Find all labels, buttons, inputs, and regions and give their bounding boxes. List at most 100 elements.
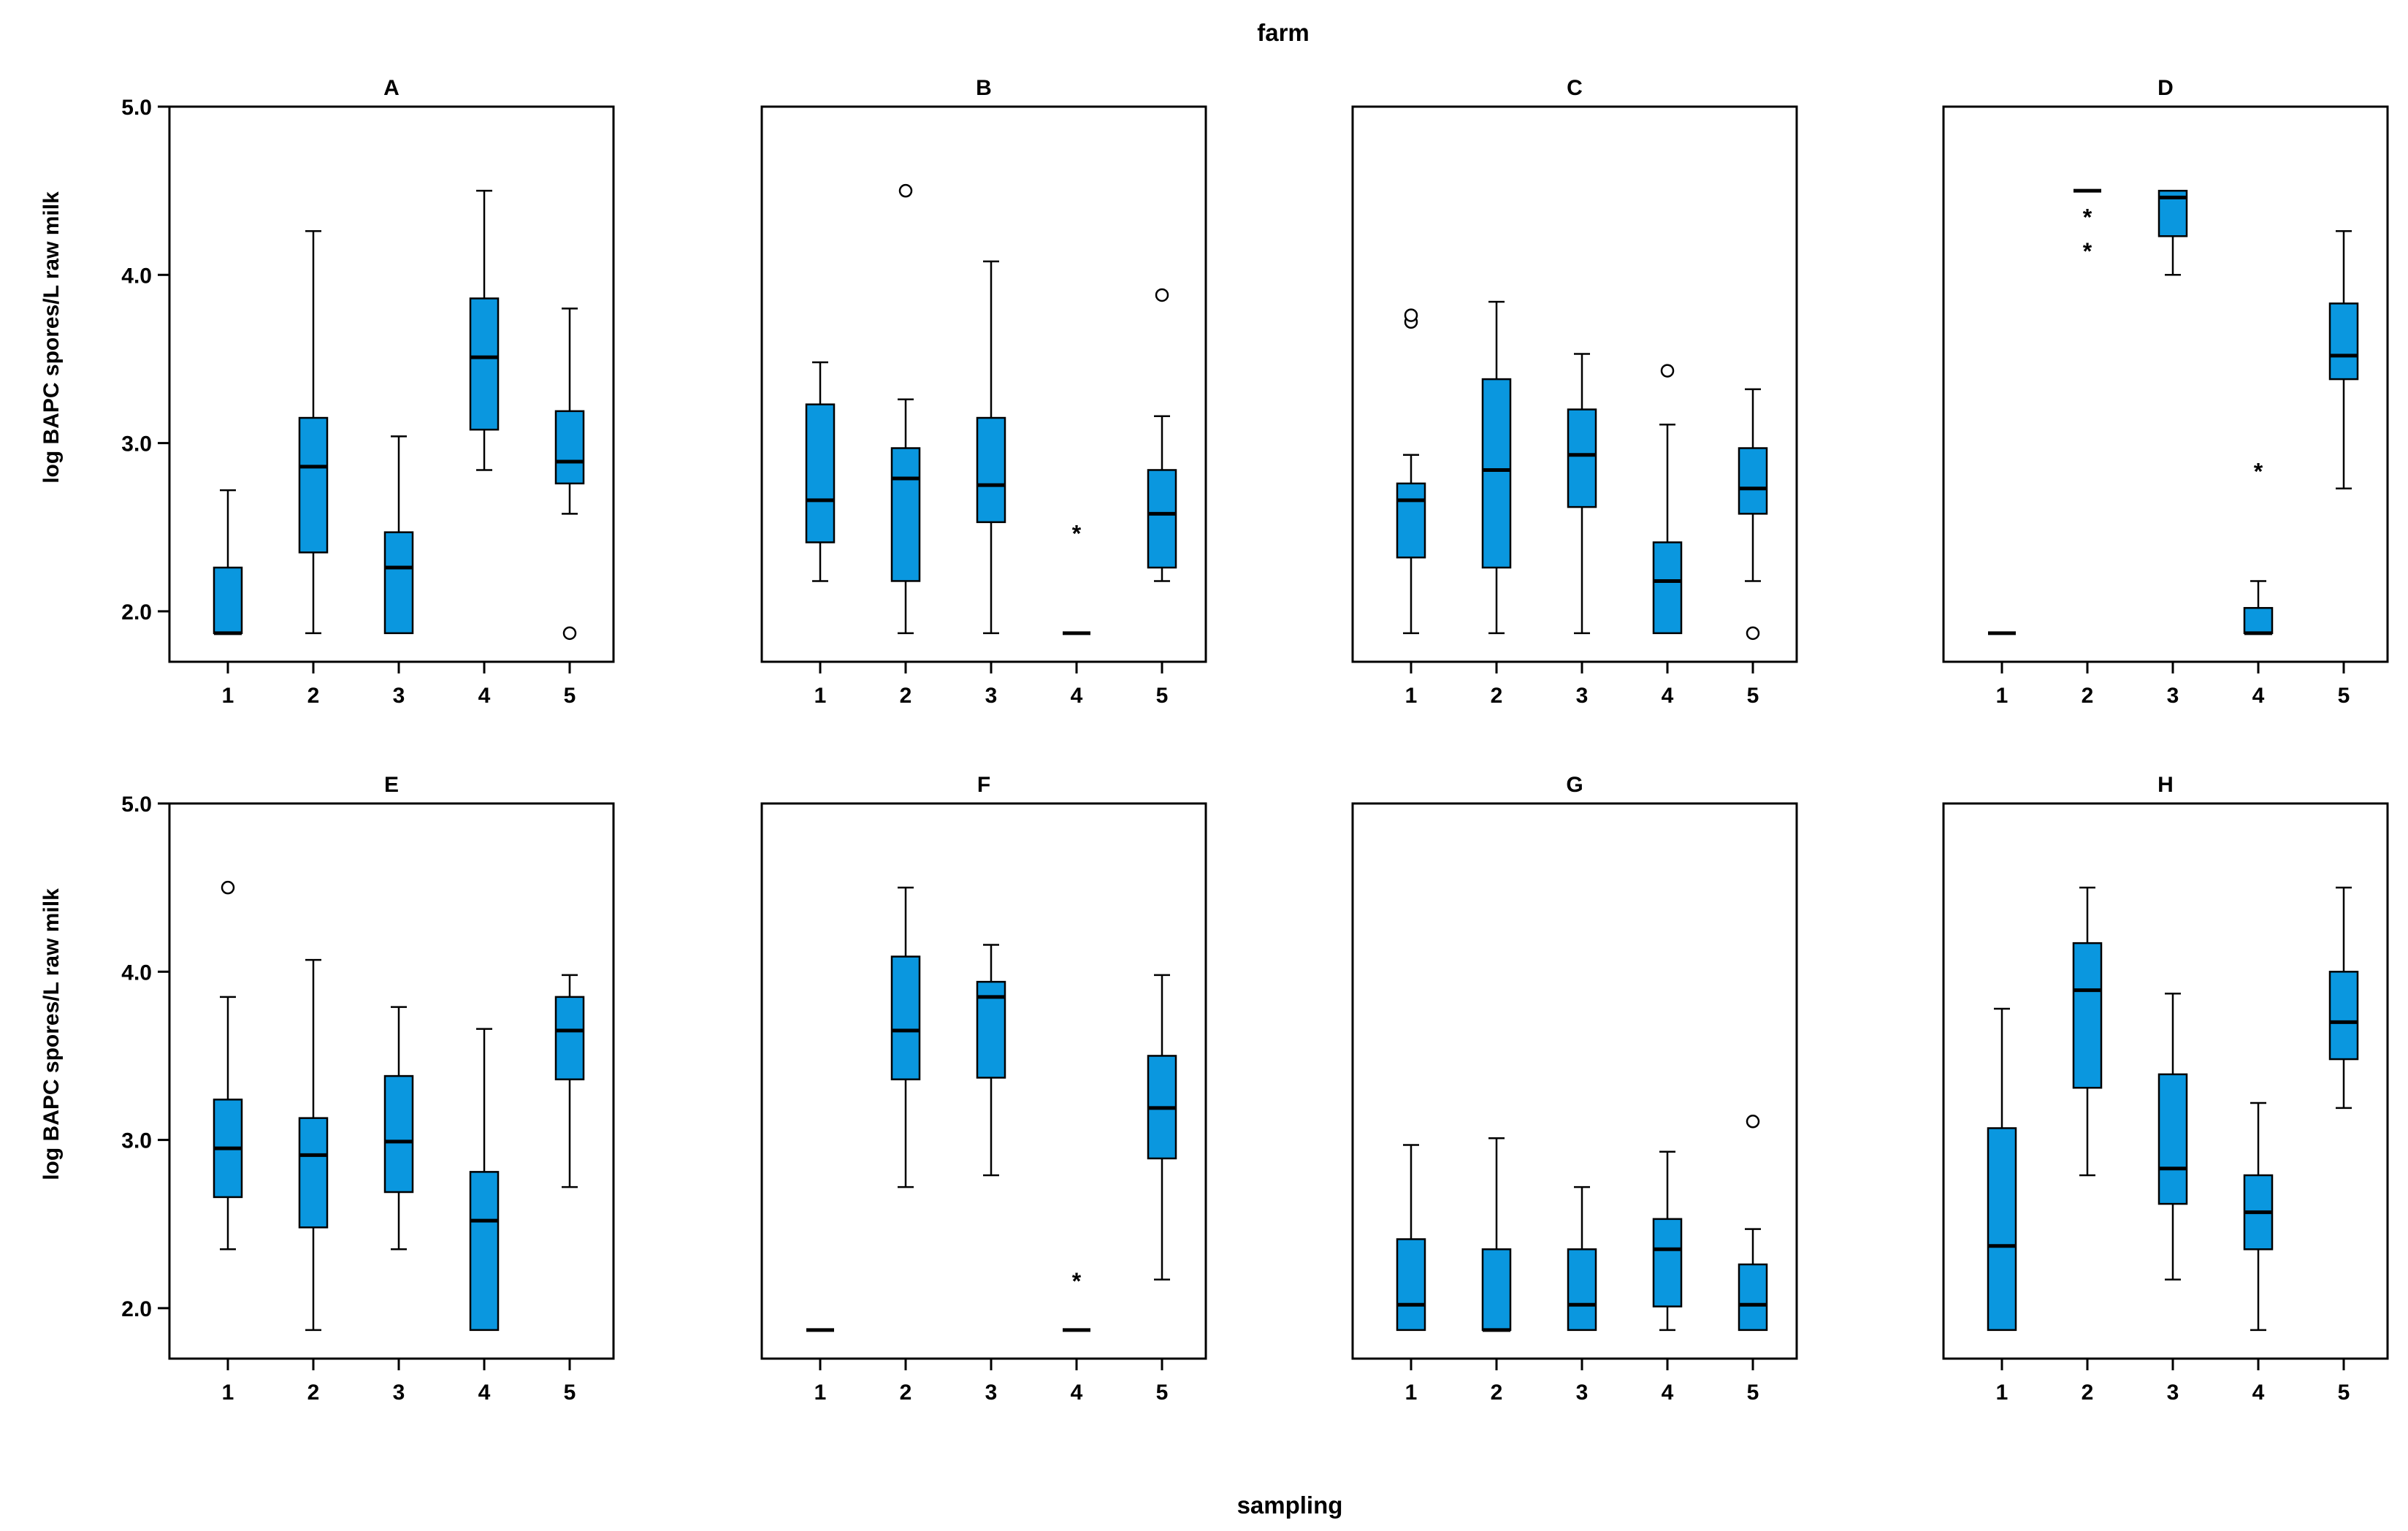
box-body	[2328, 302, 2359, 381]
panel-f: F 1 2 3 4 5 *	[760, 773, 1207, 1405]
box-e-1	[213, 880, 243, 1251]
x-tick-label: 3	[985, 1381, 998, 1405]
box-body	[890, 447, 921, 582]
outlier-circle	[898, 183, 913, 198]
plot-frame	[168, 105, 615, 663]
panel-title: F	[977, 773, 990, 797]
box-body	[383, 531, 414, 635]
plot-frame	[168, 802, 615, 1360]
x-tick-label: 4	[478, 684, 491, 708]
box-b-3	[976, 260, 1006, 635]
x-tick-label: 5	[2338, 684, 2350, 708]
x-tick-label: 5	[1747, 1381, 1759, 1405]
panel-title: A	[383, 76, 400, 100]
box-h-5	[2328, 886, 2359, 1110]
plot-frame	[1351, 105, 1798, 663]
y-tick-label: 3.0	[121, 1129, 152, 1153]
x-tick-label: 4	[2252, 684, 2265, 708]
x-tick-label: 1	[814, 684, 827, 708]
panel-d: D1 2 3 4 5***	[1942, 76, 2389, 708]
panel-g: G 1 2 3 4 5	[1351, 773, 1798, 1405]
box-body	[554, 996, 585, 1080]
y-tick-label: 5.0	[121, 96, 152, 120]
box-g-1	[1396, 1144, 1426, 1332]
panel-title: E	[384, 773, 399, 797]
box-a-1	[213, 489, 243, 635]
y-tick-label: 3.0	[121, 432, 152, 457]
outlier-circle	[1746, 1115, 1760, 1129]
box-c-3	[1567, 353, 1597, 635]
box-f-2	[890, 886, 921, 1188]
box-a-2	[298, 230, 329, 635]
box-body	[554, 410, 585, 485]
x-tick-label: 5	[1747, 684, 1759, 708]
box-c-2	[1481, 300, 1512, 635]
box-g-2	[1481, 1137, 1512, 1332]
box-h-2	[2072, 886, 2103, 1177]
box-b-5	[1147, 288, 1177, 582]
outlier-circle	[562, 626, 577, 641]
outlier-circle	[221, 880, 235, 895]
x-tick-label: 2	[1491, 684, 1503, 708]
x-tick-label: 5	[2338, 1381, 2350, 1405]
box-body	[1567, 408, 1597, 508]
y-tick-label: 2.0	[121, 1297, 152, 1321]
box-c-1	[1396, 308, 1426, 635]
box-b-2	[890, 183, 921, 635]
x-tick-label: 1	[1996, 684, 2008, 708]
panel-a: A 2.0 3.0 4.0 5.0 1 2 3 4 5	[121, 76, 615, 708]
box-body	[1567, 1248, 1597, 1332]
panel-c: C 1 2 3 4 5	[1351, 76, 1798, 708]
box-g-5	[1738, 1115, 1768, 1332]
box-h-3	[2157, 992, 2188, 1281]
box-g-4	[1652, 1150, 1683, 1332]
outlier-circle	[1660, 364, 1675, 378]
x-tick-label: 2	[1491, 1381, 1503, 1405]
box-body	[1481, 378, 1512, 569]
y-tick-label: 4.0	[121, 264, 152, 288]
box-f-5	[1147, 974, 1177, 1281]
box-a-5	[554, 308, 585, 641]
box-body	[1481, 1248, 1512, 1332]
x-axis-title: sampling	[1237, 1492, 1343, 1519]
x-tick-label: 4	[1662, 684, 1674, 708]
figure-title: farm	[1257, 19, 1310, 46]
x-tick-label: 3	[393, 684, 405, 708]
x-tick-label: 2	[900, 1381, 912, 1405]
box-body	[1987, 1127, 2017, 1332]
box-body	[1738, 447, 1768, 515]
box-body	[2243, 607, 2274, 635]
panel-title: G	[1566, 773, 1583, 797]
x-tick-label: 4	[2252, 1381, 2265, 1405]
x-tick-label: 2	[307, 684, 320, 708]
x-tick-label: 3	[985, 684, 998, 708]
panel-title: B	[976, 76, 992, 100]
box-e-2	[298, 958, 329, 1332]
x-tick-label: 4	[1071, 684, 1083, 708]
outlier-circle	[1746, 626, 1760, 641]
box-body	[2328, 971, 2359, 1061]
box-body	[298, 1117, 329, 1229]
x-tick-label: 5	[564, 1381, 576, 1405]
x-tick-label: 1	[1405, 684, 1418, 708]
x-tick-label: 5	[1156, 1381, 1169, 1405]
box-h-4	[2243, 1102, 2274, 1332]
x-tick-label: 2	[307, 1381, 320, 1405]
panel-b: B 1 2 3 4 5 *	[760, 76, 1207, 708]
x-tick-label: 4	[478, 1381, 491, 1405]
box-h-1	[1987, 1007, 2017, 1332]
x-tick-label: 4	[1071, 1381, 1083, 1405]
box-a-4	[469, 189, 500, 471]
outlier-circle	[1155, 288, 1169, 302]
box-body	[1396, 1238, 1426, 1332]
box-body	[805, 403, 836, 543]
panel-title: H	[2157, 773, 2174, 797]
x-tick-label: 1	[814, 1381, 827, 1405]
plot-frame	[1351, 802, 1798, 1360]
box-body	[213, 566, 243, 635]
box-d-4: *	[2243, 458, 2274, 635]
box-body	[1652, 1218, 1683, 1307]
box-c-4	[1652, 364, 1683, 635]
x-tick-label: 3	[1576, 1381, 1589, 1405]
